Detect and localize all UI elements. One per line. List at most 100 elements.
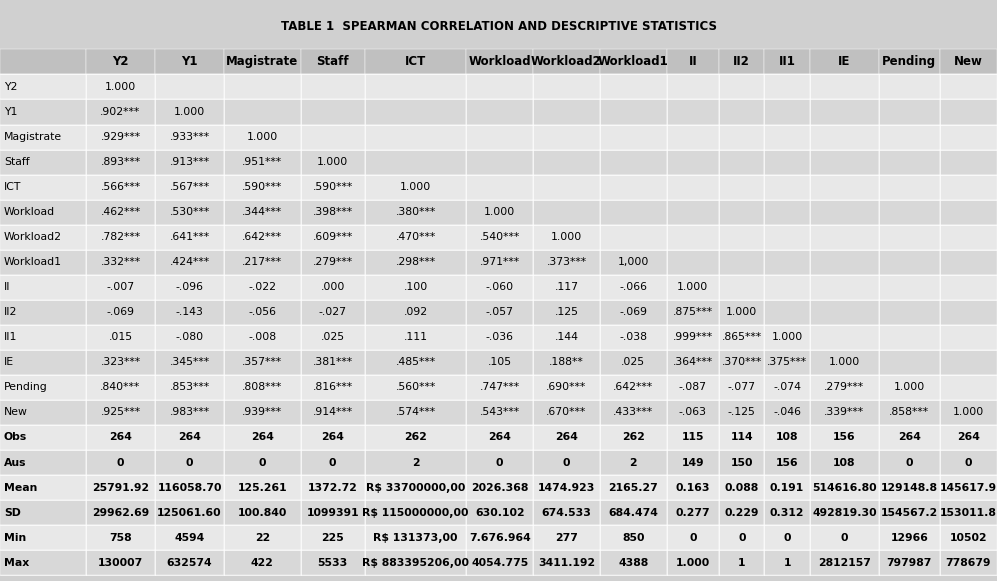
Bar: [765, 325, 810, 350]
Bar: [86, 425, 156, 450]
Bar: [224, 325, 300, 350]
Bar: [224, 300, 300, 325]
Bar: [467, 74, 533, 99]
Bar: [719, 250, 765, 275]
Text: 277: 277: [555, 533, 578, 543]
Bar: [667, 74, 719, 99]
Bar: [467, 275, 533, 300]
Text: 264: 264: [489, 432, 511, 443]
Bar: [940, 375, 997, 400]
Bar: [940, 300, 997, 325]
Bar: [467, 174, 533, 200]
Bar: [365, 174, 467, 200]
Text: .100: .100: [404, 282, 428, 292]
Bar: [365, 74, 467, 99]
Text: -.069: -.069: [107, 307, 135, 317]
Bar: [533, 400, 600, 425]
Bar: [667, 350, 719, 375]
Bar: [533, 375, 600, 400]
Text: 1: 1: [738, 558, 746, 568]
Bar: [667, 375, 719, 400]
Bar: [810, 99, 879, 124]
Text: 1.000: 1.000: [829, 357, 860, 367]
Bar: [365, 300, 467, 325]
Bar: [765, 74, 810, 99]
Bar: [467, 450, 533, 475]
Bar: [365, 425, 467, 450]
Bar: [810, 400, 879, 425]
Bar: [765, 550, 810, 575]
Bar: [0, 174, 86, 200]
Text: 0: 0: [965, 457, 972, 468]
Bar: [765, 450, 810, 475]
Bar: [0, 425, 86, 450]
Text: -.036: -.036: [486, 332, 513, 342]
Bar: [810, 74, 879, 99]
Text: 125061.60: 125061.60: [158, 508, 222, 518]
Bar: [600, 550, 667, 575]
Text: 0: 0: [784, 533, 791, 543]
Bar: [667, 550, 719, 575]
Bar: [810, 275, 879, 300]
Text: 264: 264: [957, 432, 980, 443]
Bar: [719, 200, 765, 225]
Text: .590***: .590***: [313, 182, 353, 192]
Text: II: II: [4, 282, 11, 292]
Bar: [365, 99, 467, 124]
Text: Workload1: Workload1: [598, 55, 669, 69]
Bar: [365, 149, 467, 174]
Text: 0: 0: [840, 533, 848, 543]
Text: 778679: 778679: [945, 558, 991, 568]
Bar: [719, 99, 765, 124]
Bar: [667, 400, 719, 425]
Bar: [156, 375, 224, 400]
Bar: [600, 500, 667, 525]
Bar: [879, 550, 940, 575]
Bar: [600, 174, 667, 200]
Bar: [300, 525, 365, 550]
Bar: [940, 74, 997, 99]
Text: .217***: .217***: [242, 257, 282, 267]
Text: .913***: .913***: [169, 157, 209, 167]
Bar: [156, 124, 224, 149]
Bar: [224, 500, 300, 525]
Bar: [86, 174, 156, 200]
Bar: [667, 525, 719, 550]
Text: 0.088: 0.088: [725, 483, 759, 493]
Text: 264: 264: [109, 432, 132, 443]
Bar: [600, 525, 667, 550]
Bar: [879, 450, 940, 475]
Text: 1.000: 1.000: [317, 157, 348, 167]
Text: R$ 131373,00: R$ 131373,00: [373, 533, 458, 543]
Bar: [0, 450, 86, 475]
Bar: [0, 149, 86, 174]
Text: II: II: [689, 55, 697, 69]
Bar: [156, 550, 224, 575]
Bar: [600, 400, 667, 425]
Text: TABLE 1  SPEARMAN CORRELATION AND DESCRIPTIVE STATISTICS: TABLE 1 SPEARMAN CORRELATION AND DESCRIP…: [280, 20, 717, 33]
Text: 4388: 4388: [618, 558, 648, 568]
Bar: [940, 275, 997, 300]
Bar: [719, 550, 765, 575]
Text: .188**: .188**: [549, 357, 584, 367]
Bar: [940, 124, 997, 149]
Text: 0.312: 0.312: [770, 508, 805, 518]
Bar: [667, 225, 719, 250]
Bar: [810, 225, 879, 250]
Bar: [879, 49, 940, 74]
Text: -.022: -.022: [248, 282, 276, 292]
Text: .971***: .971***: [480, 257, 519, 267]
Text: -.063: -.063: [679, 407, 707, 417]
Bar: [224, 124, 300, 149]
Text: .144: .144: [554, 332, 578, 342]
Text: 125.261: 125.261: [237, 483, 287, 493]
Text: R$ 115000000,00: R$ 115000000,00: [362, 508, 469, 518]
Bar: [0, 400, 86, 425]
Text: 514616.80: 514616.80: [812, 483, 876, 493]
Bar: [719, 450, 765, 475]
Text: Workload1: Workload1: [4, 257, 62, 267]
Text: 145617.9: 145617.9: [940, 483, 997, 493]
Bar: [0, 300, 86, 325]
Bar: [719, 225, 765, 250]
Text: 1.000: 1.000: [400, 182, 432, 192]
